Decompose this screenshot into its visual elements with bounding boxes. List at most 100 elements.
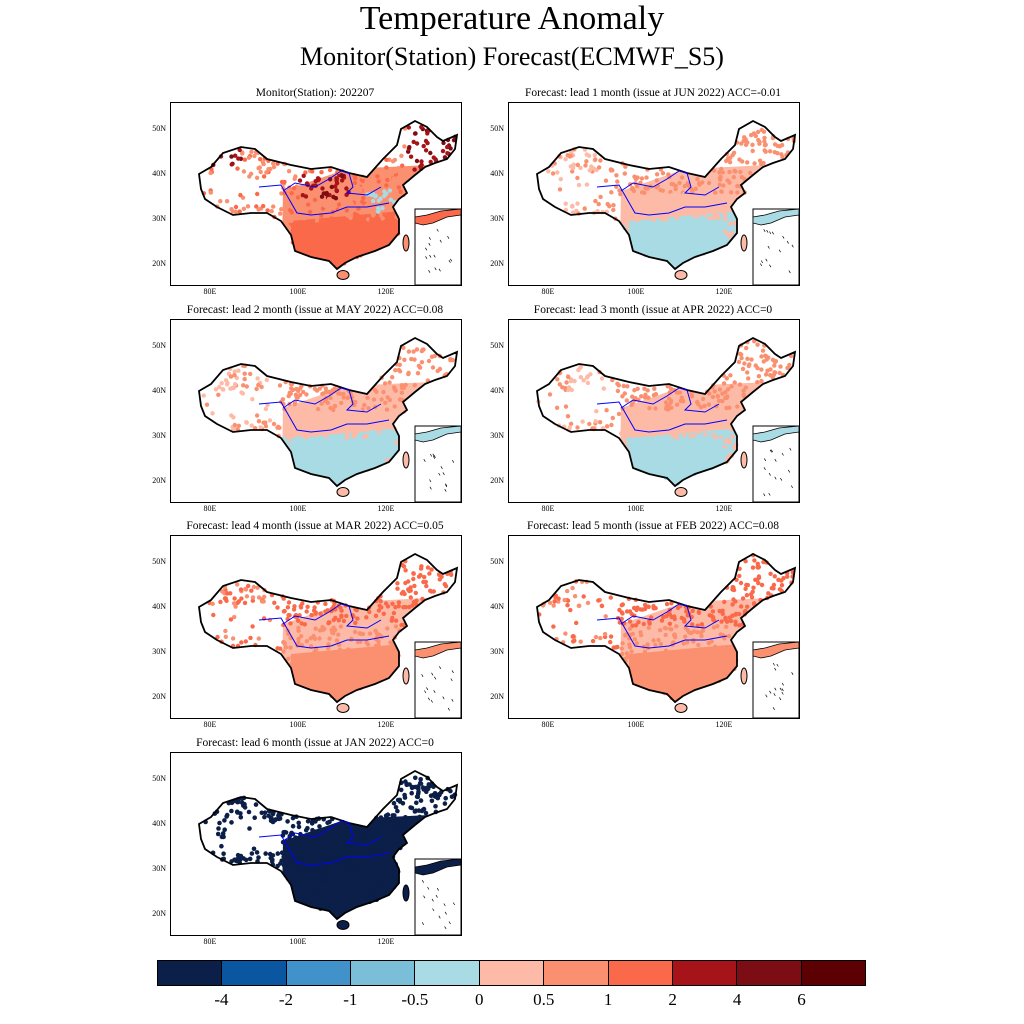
station-dot <box>352 654 358 660</box>
station-dot <box>716 657 721 663</box>
station-dot <box>309 409 314 414</box>
station-dot <box>619 603 624 608</box>
station-dot <box>305 667 311 673</box>
lon-tick-label: 120E <box>377 720 395 729</box>
station-dot <box>359 244 365 249</box>
station-dot <box>650 433 655 438</box>
station-dot <box>270 819 276 825</box>
station-dot <box>693 241 699 246</box>
station-dot <box>325 820 330 826</box>
south-china-sea-inset <box>414 425 461 502</box>
station-dot <box>692 231 697 236</box>
station-dot <box>296 820 301 826</box>
station-dot <box>636 680 642 686</box>
station-dot <box>696 610 702 615</box>
station-dot <box>394 827 400 832</box>
station-dot <box>709 614 714 619</box>
station-dot <box>665 247 671 252</box>
station-dot <box>332 678 337 683</box>
station-dot <box>376 642 381 648</box>
station-dot <box>341 651 346 656</box>
station-dot <box>321 463 327 468</box>
station-dot <box>393 605 398 610</box>
lon-tick-label: 100E <box>627 504 645 513</box>
station-dot <box>305 879 311 884</box>
station-dot <box>721 205 726 211</box>
station-dot <box>314 842 319 847</box>
station-dot <box>615 388 621 394</box>
station-dot <box>369 192 374 198</box>
station-dot <box>259 810 265 816</box>
station-dot <box>737 573 742 579</box>
station-dot <box>351 413 357 419</box>
taiwan-island <box>740 667 748 685</box>
station-dot <box>620 202 626 207</box>
station-dot <box>669 627 674 632</box>
station-dot <box>643 392 648 397</box>
station-dot <box>593 198 598 204</box>
station-dot <box>311 867 316 872</box>
station-dot <box>208 190 213 195</box>
station-dot <box>330 450 335 455</box>
station-dot <box>291 865 297 870</box>
lat-tick-label: 40N <box>152 169 166 178</box>
station-dot <box>743 559 748 564</box>
station-dot <box>368 412 374 418</box>
station-dot <box>403 568 408 573</box>
station-dot <box>326 389 332 394</box>
station-dot <box>727 665 733 671</box>
station-dot <box>341 391 346 397</box>
station-dot <box>664 423 670 428</box>
station-dot <box>201 393 206 398</box>
station-dot <box>437 577 442 582</box>
station-dot <box>389 618 394 623</box>
station-dot <box>233 204 239 210</box>
station-dot <box>645 449 650 455</box>
station-dot <box>282 829 288 835</box>
station-dot <box>238 853 244 859</box>
station-dot <box>685 457 690 462</box>
station-dot <box>772 363 777 368</box>
station-dot <box>721 210 726 215</box>
station-dot <box>737 157 742 162</box>
station-dot <box>314 218 320 223</box>
station-dot <box>379 856 384 862</box>
panel-title: Monitor(Station): 202207 <box>255 87 375 99</box>
station-dot <box>336 877 342 882</box>
station-dot <box>407 782 412 787</box>
station-dot <box>375 819 380 825</box>
station-dot <box>437 791 442 797</box>
station-dot <box>566 387 571 392</box>
station-dot <box>690 608 695 613</box>
station-dot <box>576 182 582 188</box>
station-dot <box>319 194 325 199</box>
station-dot <box>645 236 650 242</box>
station-dot <box>245 204 251 209</box>
station-dot <box>603 178 609 183</box>
station-dot <box>752 161 757 166</box>
station-dot <box>656 236 662 242</box>
station-dot <box>250 595 256 600</box>
station-dot <box>395 586 400 591</box>
station-dot <box>673 682 678 687</box>
station-dot <box>716 445 721 450</box>
station-dot <box>611 203 616 208</box>
station-dot <box>223 628 228 634</box>
station-dot <box>377 242 382 247</box>
station-dot <box>666 396 672 401</box>
station-dot <box>418 573 423 578</box>
station-dot <box>298 656 303 661</box>
station-dot <box>648 663 653 669</box>
station-dot <box>720 611 725 616</box>
station-dot <box>712 212 717 217</box>
yellow-river <box>282 170 382 196</box>
station-dot <box>704 242 710 247</box>
station-dot <box>677 197 682 202</box>
station-dot <box>716 398 722 403</box>
station-dot <box>729 190 734 195</box>
station-dot <box>351 888 356 893</box>
station-dot <box>654 178 659 183</box>
station-dot <box>430 365 436 370</box>
panel-title: Forecast: lead 4 month (issue at MAR 202… <box>186 520 444 532</box>
station-dot <box>335 443 340 449</box>
